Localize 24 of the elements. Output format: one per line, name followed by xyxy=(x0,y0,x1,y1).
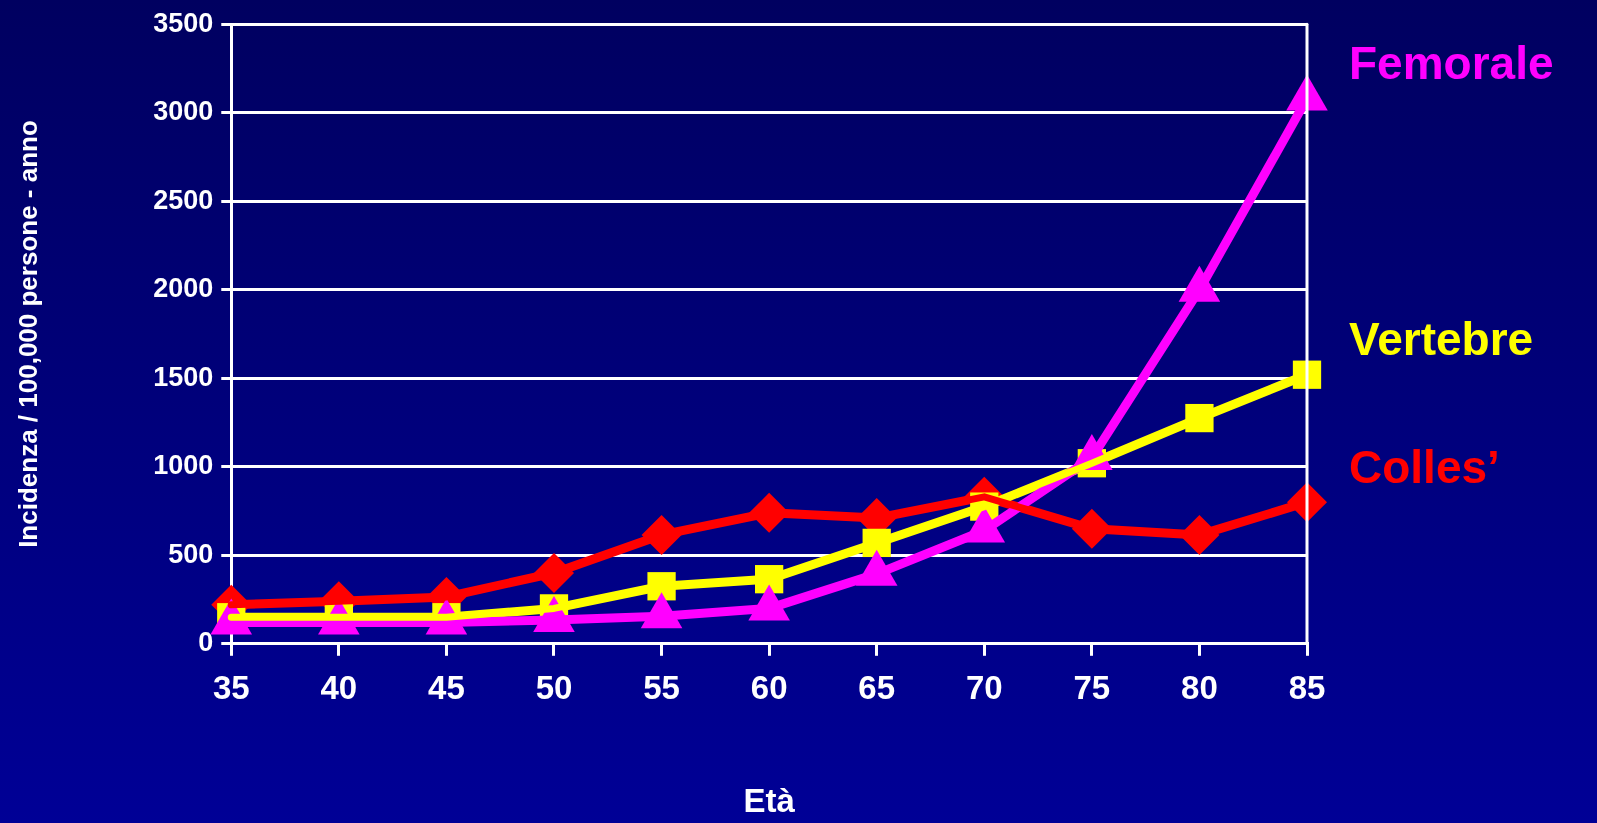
y-tick-label: 3500 xyxy=(153,7,214,38)
series-label: Colles’ xyxy=(1349,440,1500,493)
x-tick-label: 55 xyxy=(643,668,680,706)
y-tick-label: 0 xyxy=(198,627,214,658)
x-tick-label: 80 xyxy=(1181,668,1218,706)
x-tick-label: 45 xyxy=(428,668,465,706)
series-label: Femorale xyxy=(1349,37,1554,90)
y-tick-label: 2000 xyxy=(153,273,214,304)
x-tick-label: 65 xyxy=(858,668,896,706)
x-tick-label: 75 xyxy=(1073,668,1111,706)
y-tick-label: 500 xyxy=(168,538,214,569)
series-label: Vertebre xyxy=(1349,313,1534,366)
y-tick-label: 1500 xyxy=(153,361,214,392)
y-tick-label: 2500 xyxy=(153,184,214,215)
y-tick-label: 1000 xyxy=(153,450,214,481)
x-tick-label: 35 xyxy=(212,668,250,706)
x-tick-label: 85 xyxy=(1288,668,1326,706)
y-axis-title: Incidenza / 100,000 persone - anno xyxy=(12,120,43,548)
x-tick-label: 40 xyxy=(320,668,358,706)
x-axis-title: Età xyxy=(743,782,796,820)
x-tick-label: 70 xyxy=(965,668,1003,706)
x-tick-label: 60 xyxy=(750,668,788,706)
y-tick-label: 3000 xyxy=(153,96,214,127)
x-tick-label: 50 xyxy=(535,668,573,706)
